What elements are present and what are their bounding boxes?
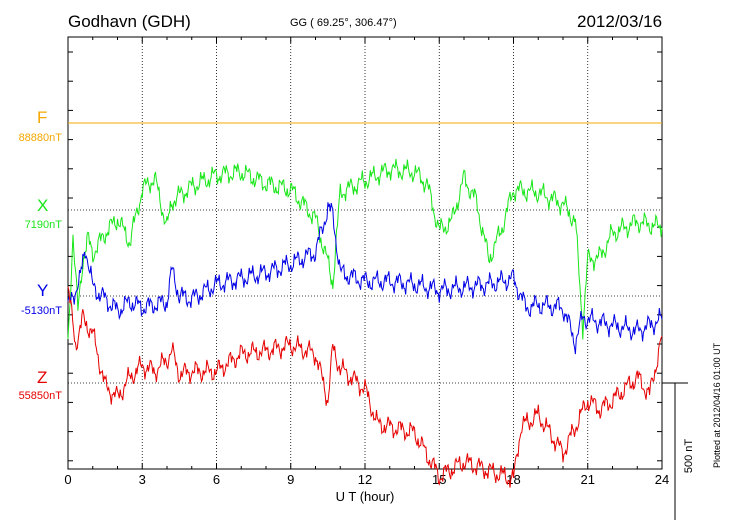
- x-tick-label: 3: [139, 472, 146, 487]
- component-label-x: X: [37, 196, 49, 215]
- station-title: Godhavn (GDH): [68, 12, 191, 31]
- chart-date: 2012/03/16: [577, 12, 663, 31]
- plotted-timestamp: Plotted at 2012/04/16 01:00 UT: [712, 342, 722, 468]
- series-line-y: [67, 202, 663, 355]
- x-tick-label: 6: [213, 472, 220, 487]
- series-line-x: [67, 158, 663, 340]
- x-tick-label: 24: [655, 472, 669, 487]
- component-label-z: Z: [37, 368, 48, 387]
- x-tick-label: 0: [64, 472, 71, 487]
- component-value-y: -5130nT: [21, 305, 62, 317]
- x-tick-label: 21: [581, 472, 595, 487]
- component-label-y: Y: [37, 281, 49, 300]
- scale-bar-label: 500 nT: [683, 439, 695, 474]
- component-label-f: F: [37, 108, 48, 127]
- x-axis-label: U T (hour): [336, 489, 395, 504]
- series-line-z: [67, 286, 663, 488]
- component-value-x: 7190nT: [24, 219, 62, 231]
- x-tick-label: 9: [287, 472, 294, 487]
- component-value-f: 88880nT: [18, 132, 62, 144]
- component-value-z: 55850nT: [18, 390, 62, 402]
- station-coordinates: GG ( 69.25°, 306.47°): [290, 17, 397, 29]
- x-tick-label: 12: [358, 472, 372, 487]
